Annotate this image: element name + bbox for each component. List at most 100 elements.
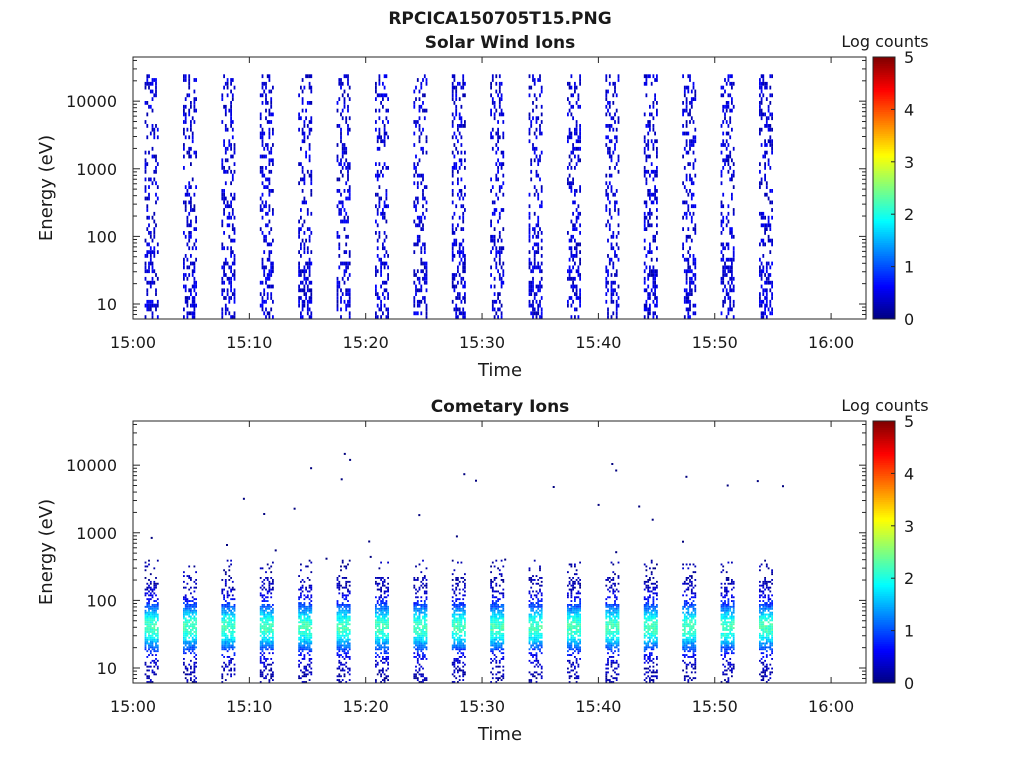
heatmap-cell bbox=[612, 292, 615, 296]
heatmap-cell bbox=[223, 246, 225, 251]
heatmap-cell bbox=[759, 101, 761, 105]
heatmap-cell bbox=[340, 640, 342, 643]
heatmap-cell bbox=[535, 97, 538, 101]
heatmap-cell bbox=[539, 227, 541, 231]
heatmap-cell bbox=[462, 78, 465, 82]
heatmap-cell bbox=[341, 93, 344, 98]
heatmap-cell bbox=[376, 177, 379, 182]
heatmap-cell bbox=[338, 177, 341, 182]
heatmap-cell bbox=[614, 112, 616, 117]
heatmap-cell bbox=[532, 276, 534, 281]
heatmap-cell bbox=[186, 607, 189, 610]
heatmap-cell bbox=[767, 261, 770, 266]
heatmap-cell bbox=[418, 629, 421, 631]
heatmap-cell bbox=[340, 200, 342, 205]
heatmap-cell bbox=[340, 681, 342, 683]
heatmap-cell bbox=[453, 162, 456, 166]
heatmap-cell bbox=[190, 665, 192, 668]
heatmap-cell bbox=[765, 299, 768, 304]
heatmap-cell bbox=[224, 104, 227, 109]
heatmap-cell bbox=[195, 629, 197, 631]
heatmap-cell bbox=[308, 611, 311, 614]
heatmap-cell bbox=[345, 631, 348, 633]
heatmap-cell bbox=[268, 615, 271, 618]
heatmap-cell bbox=[415, 675, 417, 678]
heatmap-cell bbox=[303, 621, 306, 624]
heatmap-cell bbox=[537, 242, 540, 247]
heatmap-cell bbox=[184, 254, 187, 258]
heatmap-cell bbox=[263, 652, 266, 655]
heatmap-cell bbox=[268, 669, 271, 672]
heatmap-cell bbox=[347, 74, 349, 79]
heatmap-cell bbox=[183, 261, 185, 266]
heatmap-cell bbox=[771, 307, 773, 312]
heatmap-cell bbox=[184, 112, 187, 117]
heatmap-cell bbox=[151, 78, 154, 82]
heatmap-cell bbox=[224, 640, 227, 643]
heatmap-cell bbox=[230, 598, 232, 601]
heatmap-cell bbox=[383, 634, 386, 637]
heatmap-cell bbox=[378, 296, 381, 300]
heatmap-cell bbox=[420, 644, 423, 647]
heatmap-cell bbox=[387, 582, 389, 585]
heatmap-cell bbox=[731, 234, 733, 239]
heatmap-cell bbox=[382, 246, 384, 251]
heatmap-cell bbox=[731, 177, 733, 182]
heatmap-cell bbox=[153, 584, 156, 587]
heatmap-cell bbox=[568, 131, 571, 136]
heatmap-cell bbox=[656, 257, 658, 262]
heatmap-cell bbox=[537, 231, 540, 235]
heatmap-cell bbox=[453, 273, 456, 277]
heatmap-cell bbox=[336, 602, 339, 604]
heatmap-cell bbox=[376, 582, 379, 585]
heatmap-cell bbox=[568, 238, 571, 243]
heatmap-cell bbox=[151, 623, 154, 626]
heatmap-cell bbox=[223, 273, 225, 277]
heatmap-cell bbox=[146, 681, 149, 683]
heatmap-cell bbox=[265, 631, 267, 633]
heatmap-cell bbox=[144, 269, 147, 274]
heatmap-cell bbox=[144, 648, 147, 651]
heatmap-cell bbox=[228, 594, 231, 597]
heatmap-cell bbox=[425, 288, 428, 293]
heatmap-cell bbox=[184, 619, 187, 622]
heatmap-cell bbox=[228, 211, 231, 216]
heatmap-cell bbox=[259, 629, 262, 631]
heatmap-cell bbox=[308, 679, 311, 681]
heatmap-cell bbox=[765, 269, 768, 274]
heatmap-cell bbox=[727, 311, 730, 316]
heatmap-cell bbox=[261, 127, 264, 132]
heatmap-cell bbox=[387, 675, 389, 678]
heatmap-cell bbox=[151, 632, 154, 635]
heatmap-cell bbox=[153, 609, 156, 612]
heatmap-cell bbox=[306, 607, 309, 610]
heatmap-cell bbox=[498, 85, 501, 90]
heatmap-cell bbox=[341, 150, 344, 155]
heatmap-cell bbox=[577, 215, 580, 220]
heatmap-cell bbox=[464, 280, 466, 285]
heatmap-cell bbox=[732, 288, 735, 293]
heatmap-cell bbox=[382, 669, 384, 672]
heatmap-cell bbox=[183, 638, 185, 641]
heatmap-cell bbox=[608, 261, 611, 266]
heatmap-cell bbox=[652, 299, 655, 304]
heatmap-cell bbox=[226, 646, 229, 649]
heatmap-cell bbox=[144, 261, 147, 266]
heatmap-cell bbox=[348, 669, 351, 672]
heatmap-cell bbox=[226, 644, 229, 647]
heatmap-cell bbox=[261, 135, 264, 140]
heatmap-cell bbox=[418, 97, 421, 101]
heatmap-cell bbox=[528, 192, 531, 197]
heatmap-cell bbox=[760, 261, 763, 266]
heatmap-cell bbox=[190, 679, 192, 681]
colorbar-step bbox=[873, 303, 895, 307]
panel-solar-wind: Solar Wind Ions 15:00 15:10 15:20 15:30 15:4… bbox=[36, 32, 929, 381]
heatmap-cell bbox=[300, 315, 302, 319]
colorbar-step bbox=[873, 216, 895, 219]
heatmap-cell bbox=[383, 638, 386, 641]
heatmap-cell bbox=[306, 663, 309, 666]
heatmap-cell bbox=[771, 93, 773, 98]
heatmap-cell bbox=[259, 648, 262, 651]
heatmap-cell bbox=[567, 97, 569, 101]
heatmap-cell bbox=[387, 296, 389, 300]
